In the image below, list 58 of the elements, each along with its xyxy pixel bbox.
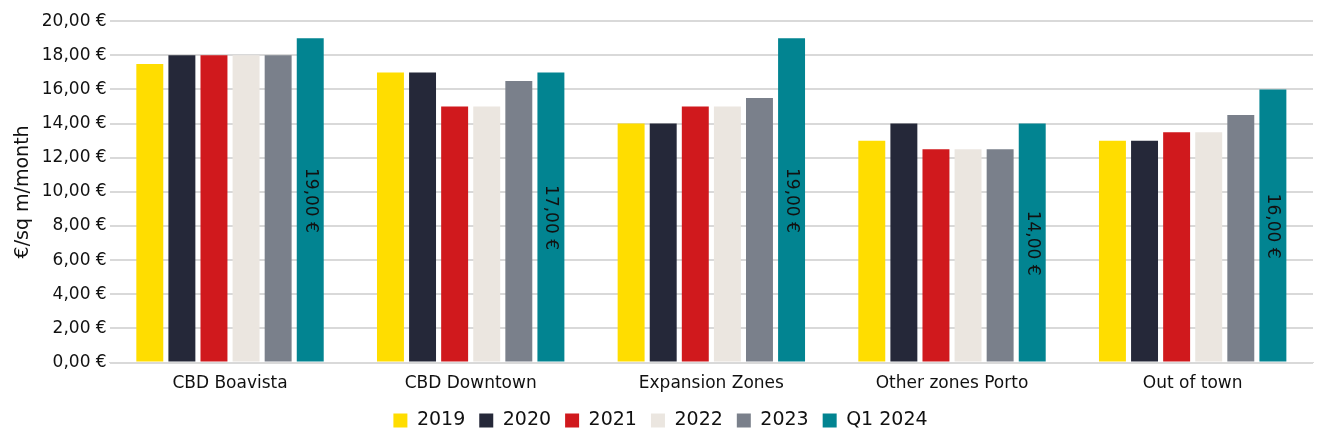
y-tick-label: 20,00 € [41,9,107,30]
bar [649,123,677,362]
data-label: 17,00 € [542,185,563,250]
bar [200,55,228,362]
data-label: 19,00 € [783,167,804,233]
y-tick-label: 8,00 € [52,214,107,235]
x-tick-label: Expansion Zones [638,372,785,393]
bar [473,106,501,362]
legend-label: 2022 [674,407,723,430]
y-tick-label: 0,00 € [52,351,107,372]
legend-label: 2019 [416,407,466,430]
bar [986,149,1014,362]
bar [232,55,260,362]
data-label: 16,00 € [1264,193,1285,259]
y-tick-label: 2,00 € [52,316,107,337]
bar [1098,140,1126,362]
bar [376,72,404,362]
bar [537,72,565,362]
data-label: 14,00 € [1023,210,1044,276]
x-tick-label: Out of town [1142,372,1243,393]
bar [954,149,982,362]
y-tick-label: 6,00 € [52,248,107,269]
bar [1227,115,1255,362]
bar [922,149,950,362]
bar [1131,140,1159,362]
legend-label: Q1 2024 [846,407,928,430]
bar [681,106,709,362]
y-axis-title: €/sq m/month [10,125,33,259]
y-tick-label: 14,00 € [41,112,107,133]
bar [1018,123,1046,362]
data-label: 19,00 € [301,167,322,233]
bar [890,123,918,362]
bar [1259,89,1287,362]
bar [858,140,886,362]
legend-label: 2023 [760,407,809,430]
y-tick-label: 12,00 € [41,146,107,167]
bar [409,72,437,362]
bar [136,63,164,362]
bar [778,38,806,362]
bar [168,55,196,362]
y-tick-label: 10,00 € [41,180,107,201]
bar [296,38,324,362]
x-tick-label: Other zones Porto [875,372,1029,393]
x-tick-label: CBD Boavista [172,372,288,393]
bar [441,106,469,362]
y-tick-label: 16,00 € [41,77,107,98]
legend-label: 2021 [588,407,637,430]
bar [264,55,292,362]
x-tick-label: CBD Downtown [404,372,537,393]
bar [1163,132,1191,362]
legend-label: 2020 [502,407,552,430]
bar [505,80,533,362]
bar [746,98,773,362]
y-tick-label: 4,00 € [52,282,107,303]
bar [1195,132,1223,362]
bar [713,106,741,362]
bar [617,123,645,362]
y-tick-label: 18,00 € [41,43,107,64]
